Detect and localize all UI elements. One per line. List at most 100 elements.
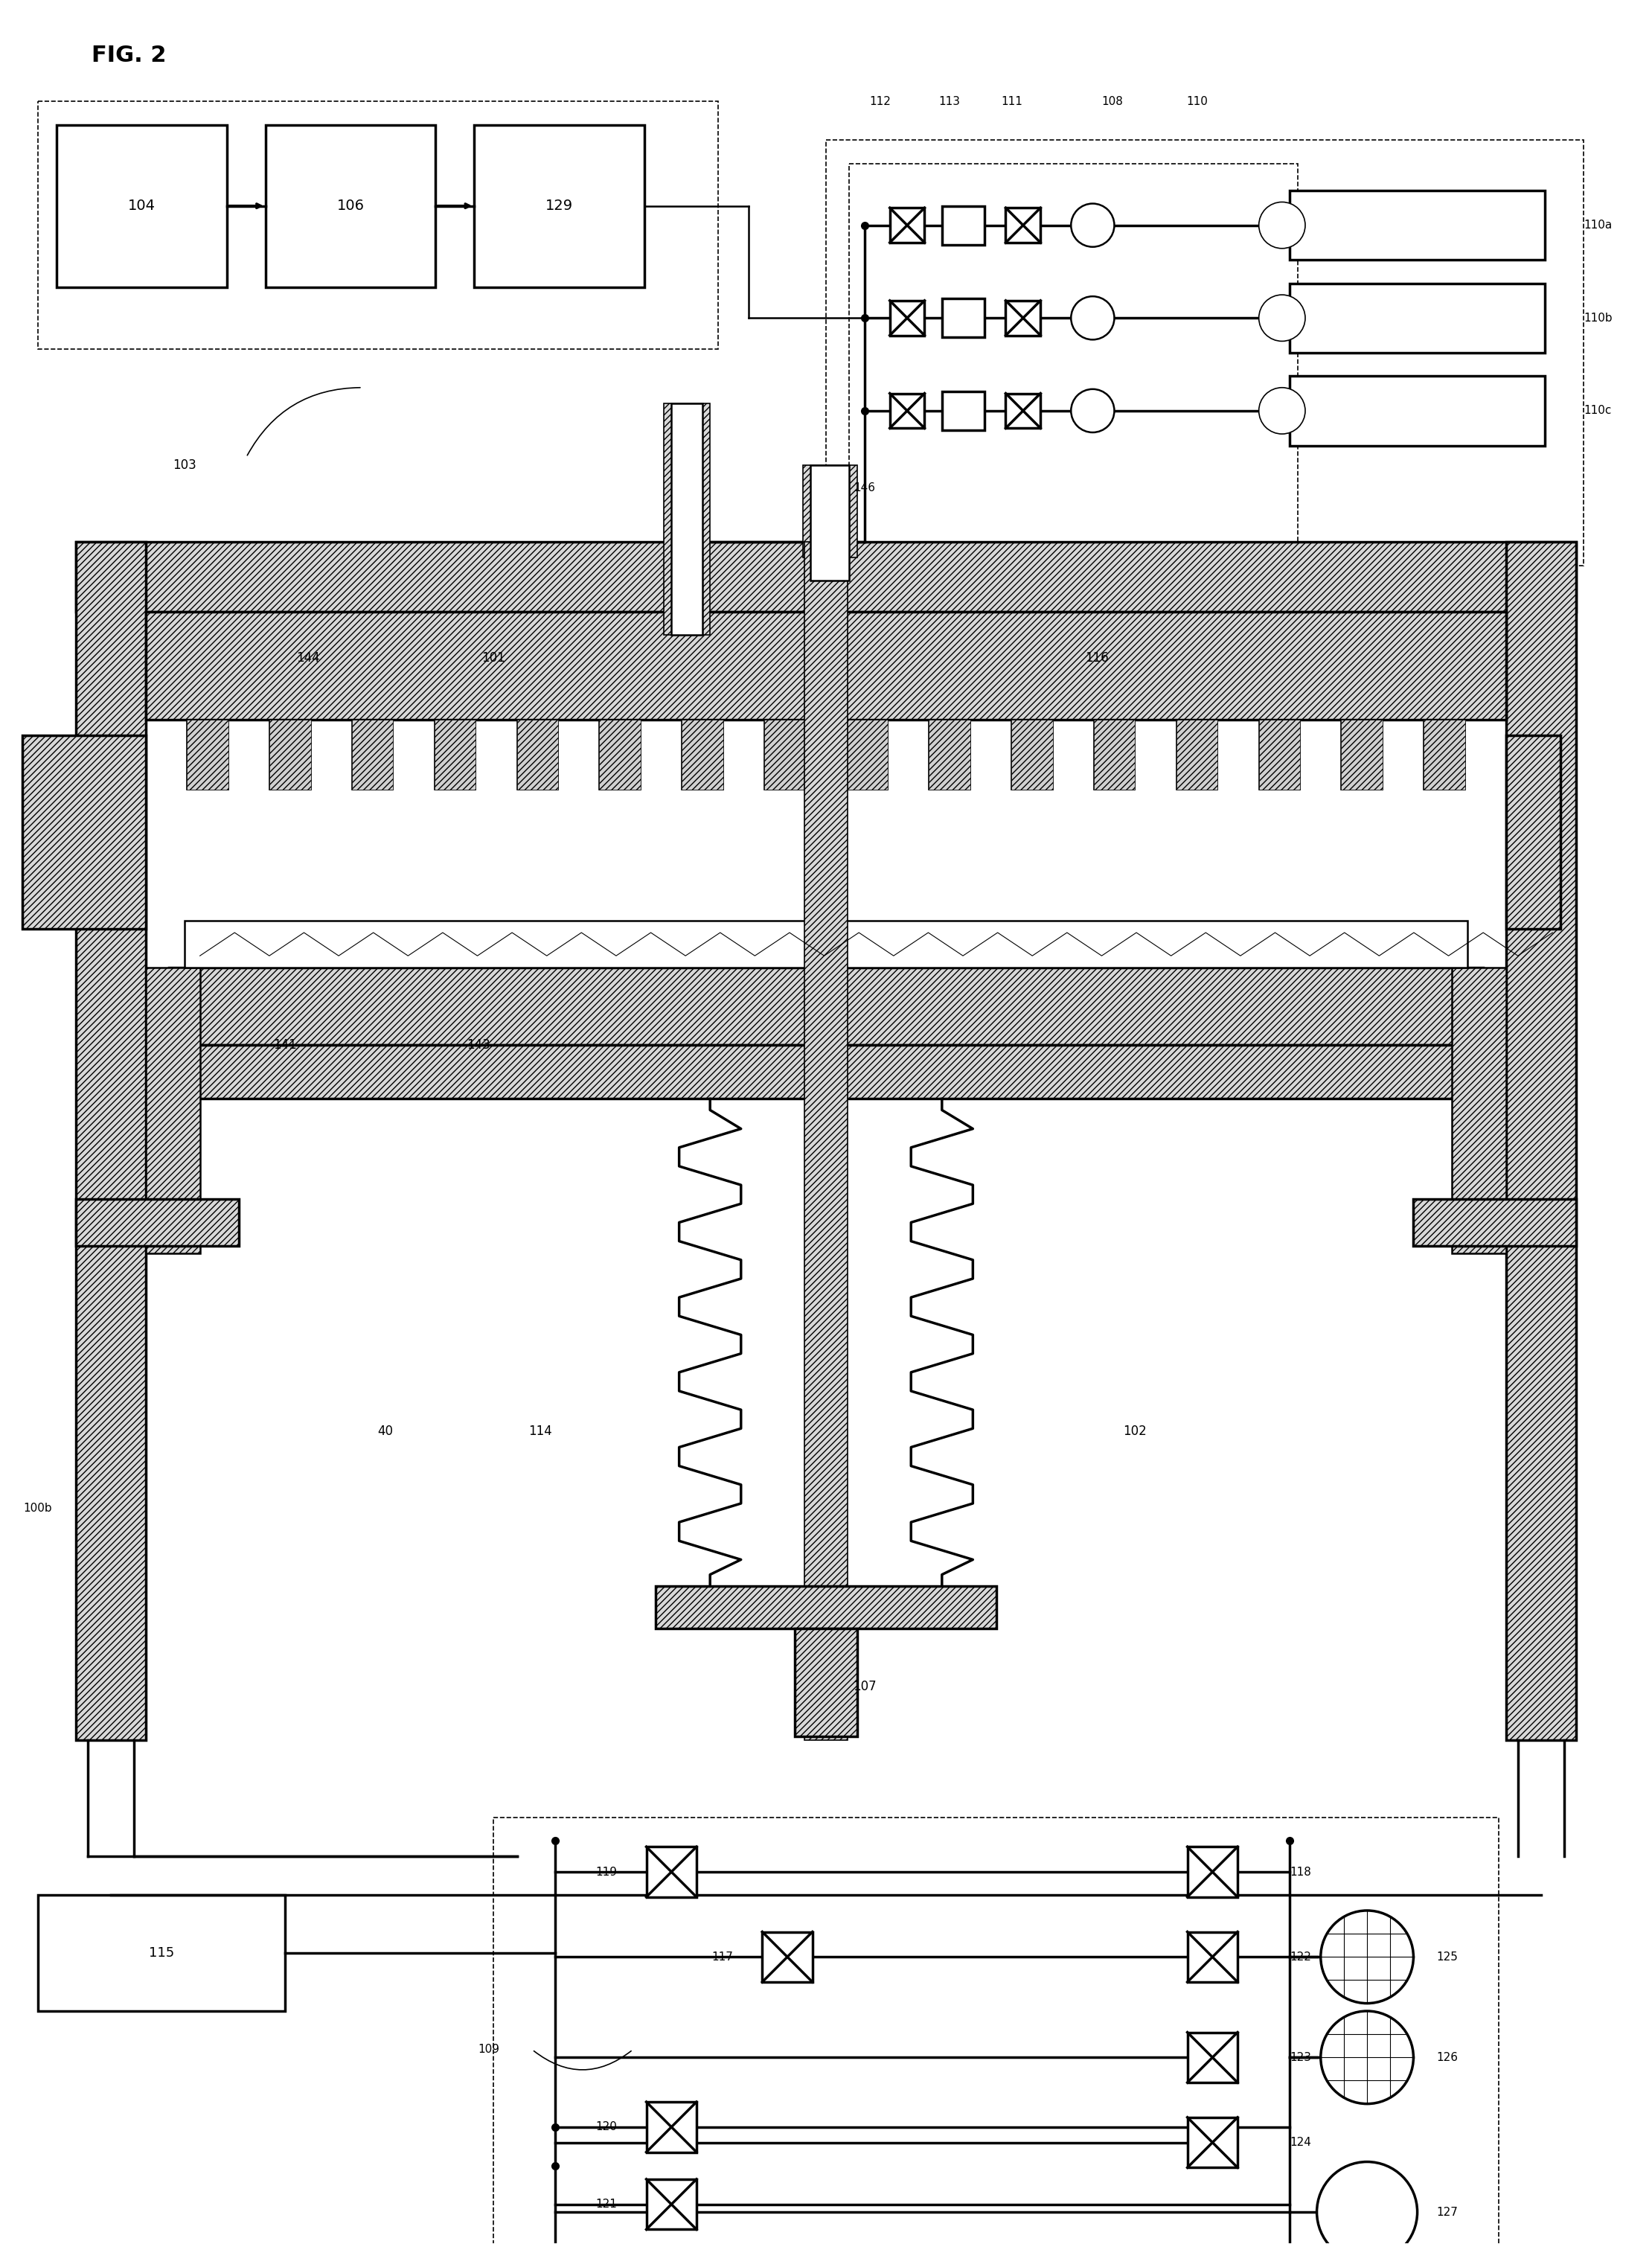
Bar [38,1896,284,2011]
Bar [517,720,558,790]
Bar [928,720,970,790]
Bar [1006,393,1041,429]
Bar [928,720,970,790]
Text: 125: 125 [1437,1952,1459,1964]
Text: 101: 101 [482,651,506,664]
Text: 107: 107 [852,1681,877,1692]
Bar [646,1847,697,1896]
Bar [1006,301,1041,334]
Bar [1188,2118,1237,2168]
Bar [1176,720,1218,790]
Bar [1452,967,1507,1254]
Bar [1341,720,1383,790]
Bar [1006,209,1041,242]
Bar [269,720,311,790]
Bar [1259,720,1300,790]
Bar [494,1818,1498,2244]
Text: 141: 141 [273,1039,297,1052]
Bar [474,126,644,287]
Bar [187,720,228,790]
Circle shape [1070,204,1115,247]
Circle shape [1259,294,1305,341]
Bar [646,2179,697,2231]
Text: 144: 144 [296,651,320,664]
Circle shape [1259,202,1305,249]
Bar [269,720,311,790]
Bar [187,720,228,790]
Bar [664,404,710,635]
Text: FIG. 2: FIG. 2 [93,45,167,65]
Bar [600,720,641,790]
Bar [1414,1198,1576,1245]
Bar [942,298,985,337]
Bar [849,164,1297,550]
Bar [21,736,145,929]
Circle shape [1320,2011,1414,2105]
Bar [682,720,724,790]
Bar [942,390,985,431]
Bar [76,543,145,1741]
Text: 122: 122 [1290,1952,1312,1964]
Bar [56,126,226,287]
Bar [805,543,847,1741]
Bar [266,126,436,287]
Text: 115: 115 [149,1946,173,1959]
Circle shape [1070,388,1115,433]
Text: 118: 118 [1290,1867,1312,1878]
Bar [656,1587,996,1629]
Bar [942,206,985,245]
Bar [1290,377,1545,447]
Bar [434,720,476,790]
Bar [765,720,806,790]
Bar [1188,1847,1237,1896]
Text: 120: 120 [596,2121,618,2132]
Text: 103: 103 [173,458,197,471]
Text: 110b: 110b [1584,312,1612,323]
Text: 110: 110 [1186,96,1208,108]
Text: 121: 121 [596,2199,618,2210]
Bar [1011,720,1052,790]
Text: 112: 112 [869,96,890,108]
Circle shape [1320,1910,1414,2004]
Bar [169,1046,1483,1100]
Bar [846,720,887,790]
Text: 123: 123 [1290,2051,1312,2062]
Bar [76,543,1576,613]
Text: 143: 143 [466,1039,491,1052]
Bar [1259,720,1300,790]
Text: 146: 146 [854,482,876,494]
Bar [352,720,393,790]
Bar [1188,2033,1237,2082]
Bar [517,720,558,790]
Circle shape [1317,2161,1417,2244]
Bar [1507,736,1559,929]
Bar [803,465,857,559]
Text: 129: 129 [545,200,573,213]
Bar [76,1198,238,1245]
Bar [646,2103,697,2152]
Bar [1176,720,1218,790]
Bar [434,720,476,790]
Text: 102: 102 [1123,1425,1146,1438]
Bar [1424,720,1465,790]
Circle shape [1070,296,1115,339]
Bar [762,1932,813,1981]
Text: 104: 104 [129,200,155,213]
Bar [1290,283,1545,352]
Text: 126: 126 [1437,2051,1459,2062]
Text: 111: 111 [1001,96,1023,108]
Text: 100b: 100b [23,1503,51,1515]
Bar [765,720,806,790]
Bar [890,393,925,429]
Bar [1507,543,1576,1741]
Bar [145,613,1507,720]
Text: 119: 119 [596,1867,618,1878]
Bar [1424,720,1465,790]
Text: 117: 117 [712,1952,733,1964]
Bar [1341,720,1383,790]
Bar [38,101,717,348]
Bar [846,720,887,790]
Bar [1094,720,1135,790]
Text: 110c: 110c [1584,406,1611,417]
Text: 127: 127 [1437,2206,1459,2217]
